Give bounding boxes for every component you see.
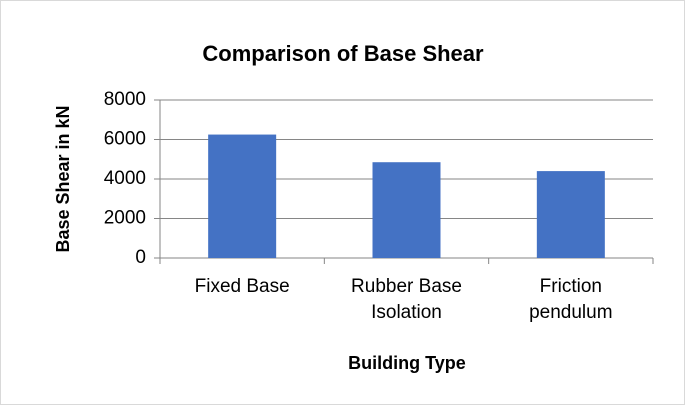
x-axis-title: Building Type <box>348 353 466 373</box>
y-axis-title: Base Shear in kN <box>53 105 73 252</box>
chart-title: Comparison of Base Shear <box>202 41 484 66</box>
bar <box>372 162 441 258</box>
bar <box>536 171 605 258</box>
y-tick-label: 4000 <box>104 168 146 189</box>
y-tick-label: 8000 <box>104 89 146 110</box>
y-tick-label: 0 <box>135 247 146 268</box>
y-tick-label: 2000 <box>104 208 146 229</box>
x-tick-label: Rubber Base Isolation <box>351 276 462 323</box>
bar <box>208 134 277 258</box>
y-tick-label: 6000 <box>104 129 146 150</box>
x-tick-label: Fixed Base <box>194 276 290 297</box>
x-tick-label: Friction pendulum <box>529 276 613 323</box>
